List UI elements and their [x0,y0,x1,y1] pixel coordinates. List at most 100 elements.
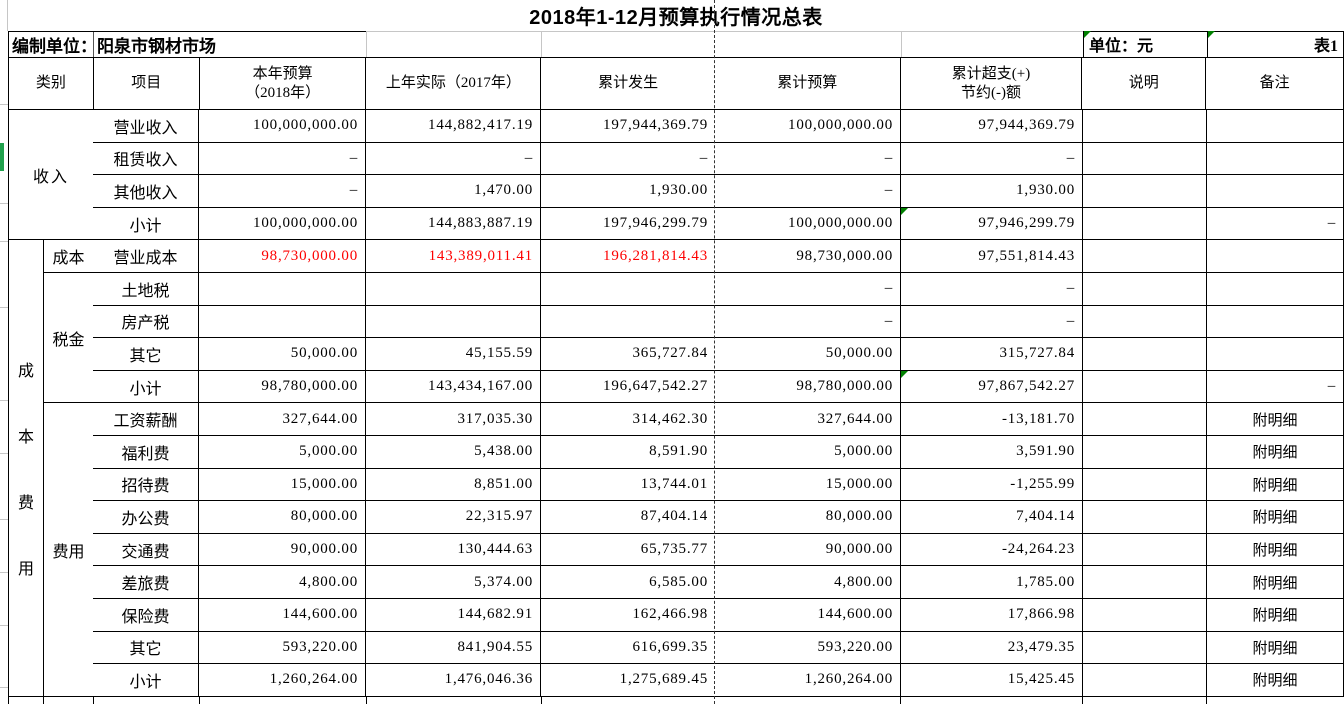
cell-cum-actual[interactable]: 87,404.14 [541,501,715,533]
cell-cum-over[interactable]: 97,551,814.43 [901,240,1083,272]
cell-cum-over[interactable]: 97,946,299.79 [901,207,1083,240]
category-income[interactable]: 收入 [8,110,93,241]
cell-cum-over[interactable]: 17,866.98 [901,598,1083,631]
cell-cum-budget[interactable]: 327,644.00 [715,403,901,435]
cell-cum-budget[interactable]: 593,220.00 [715,631,901,664]
cell-note[interactable] [1083,240,1207,272]
cell-cum-actual[interactable]: 616,699.35 [541,632,715,664]
cell-item[interactable]: 小计 [93,207,199,240]
cell-cum-over[interactable]: 7,404.14 [901,501,1083,533]
header-actual-2017[interactable]: 上年实际（2017年） [366,58,542,109]
cell-budget-2018[interactable]: 80,000.00 [199,501,366,533]
cell-item[interactable]: 交通费 [93,533,199,566]
sheet-number-cell[interactable]: 表1 [1207,31,1344,57]
cell-budget-2018[interactable]: 4,800.00 [199,566,366,598]
cell-note[interactable] [1083,664,1207,696]
cell-cum-budget[interactable]: – [715,305,901,338]
cell-note[interactable] [1083,370,1207,403]
cell-item[interactable]: 房产税 [93,305,199,338]
cell-note[interactable] [1083,566,1207,598]
cell-cum-over[interactable]: 15,425.45 [901,664,1083,696]
cell-cum-over[interactable]: – [901,272,1083,305]
cell-budget-2018[interactable]: 1,260,264.00 [199,664,366,696]
cell-remark[interactable] [1207,305,1344,338]
cell-note[interactable] [1083,631,1207,664]
cell-remark[interactable]: 附明细 [1207,664,1344,696]
org-cell[interactable]: 编制单位：阳泉市钢材市场 [12,36,216,56]
cell-actual-2017[interactable] [366,272,541,305]
cell-remark[interactable]: 附明细 [1207,533,1344,566]
cell-cum-over[interactable]: 1,930.00 [901,175,1083,207]
cell-remark[interactable]: 附明细 [1207,403,1344,435]
cell-cum-over[interactable]: 97,944,369.79 [901,110,1083,142]
header-cum-actual[interactable]: 累计发生 [598,75,659,91]
cell-cum-over[interactable]: – [901,305,1083,338]
cell-note[interactable] [1083,142,1207,175]
cell-note[interactable] [1083,272,1207,305]
cell-item[interactable]: 租赁收入 [93,142,199,175]
cell-cum-actual[interactable]: 65,735.77 [541,534,715,566]
cell-actual-2017[interactable]: 5,438.00 [366,435,541,468]
cell-cum-budget[interactable]: 1,260,264.00 [715,664,901,696]
cell-cum-over[interactable]: 97,867,542.27 [901,370,1083,403]
cell-remark[interactable]: – [1207,370,1344,403]
cell-actual-2017[interactable]: 5,374.00 [366,566,541,598]
cell-actual-2017[interactable]: 22,315.97 [366,501,541,533]
cell-actual-2017[interactable]: – [366,142,541,175]
header-cum-over[interactable]: 累计超支(+) 节约(-)额 [901,58,1083,109]
cell-note[interactable] [1083,501,1207,533]
header-cum-budget[interactable]: 累计预算 [715,58,901,109]
cell-cum-budget[interactable]: – [715,175,901,207]
cell-budget-2018[interactable]: 144,600.00 [199,598,366,631]
cell-cum-actual[interactable] [541,306,715,338]
cell-item[interactable]: 差旅费 [93,566,199,598]
cell-budget-2018[interactable]: 327,644.00 [199,403,366,435]
cell-cum-actual[interactable] [541,273,715,305]
cell-cum-budget[interactable]: 98,780,000.00 [715,370,901,403]
cell-cum-over[interactable]: – [901,142,1083,175]
unit-cell[interactable]: 单位：元 [1083,31,1207,57]
cell-budget-2018[interactable]: 5,000.00 [199,435,366,468]
cell-note[interactable] [1083,110,1207,142]
cell-actual-2017[interactable]: 144,682.91 [366,598,541,631]
cell-item[interactable]: 小计 [93,370,199,403]
cell-cum-budget[interactable]: 100,000,000.00 [715,110,901,142]
cell-cum-budget[interactable]: 50,000.00 [715,338,901,370]
cell-cum-over[interactable]: 1,785.00 [901,566,1083,598]
cell-actual-2017[interactable]: 144,882,417.19 [366,110,541,142]
cell-cum-budget[interactable]: – [715,272,901,305]
cell-cum-actual[interactable]: 314,462.30 [541,403,715,435]
cell-cum-budget[interactable]: 98,730,000.00 [715,240,901,272]
cell-cum-actual[interactable]: 1,930.00 [541,175,715,207]
cell-remark[interactable]: 附明细 [1207,598,1344,631]
category-cost[interactable]: 成本 [43,240,93,273]
cell-cum-actual[interactable]: 8,591.90 [541,436,715,468]
cell-note[interactable] [1083,468,1207,501]
cell-cum-actual[interactable]: 197,946,299.79 [541,208,715,240]
cell-item[interactable]: 工资薪酬 [93,403,199,435]
cell-actual-2017[interactable]: 130,444.63 [366,533,541,566]
cell-actual-2017[interactable]: 317,035.30 [366,403,541,435]
cell-item[interactable]: 办公费 [93,501,199,533]
cell-cum-over[interactable]: -13,181.70 [901,403,1083,435]
cell-note[interactable] [1083,305,1207,338]
cell-actual-2017[interactable]: 144,883,887.19 [366,207,541,240]
cell-item[interactable]: 福利费 [93,435,199,468]
cell-cum-actual[interactable]: 197,944,369.79 [541,110,715,142]
cell-remark[interactable] [1207,272,1344,305]
cell-item[interactable]: 其他收入 [93,175,199,207]
header-item[interactable]: 项目 [94,58,200,109]
cell-cum-actual[interactable]: – [541,143,715,175]
cell-item[interactable]: 营业收入 [93,110,199,142]
cell-budget-2018[interactable]: 98,730,000.00 [199,240,366,272]
cell-cum-over[interactable]: 23,479.35 [901,631,1083,664]
cell-note[interactable] [1083,338,1207,370]
cell-remark[interactable] [1207,110,1344,142]
cell-budget-2018[interactable]: 98,780,000.00 [199,370,366,403]
cell-remark[interactable]: 附明细 [1207,631,1344,664]
cell-cum-budget[interactable]: 5,000.00 [715,435,901,468]
cell-actual-2017[interactable]: 143,434,167.00 [366,370,541,403]
cell-budget-2018[interactable] [199,305,366,338]
cell-cum-actual[interactable]: 365,727.84 [541,338,715,370]
cell-budget-2018[interactable]: 50,000.00 [199,338,366,370]
